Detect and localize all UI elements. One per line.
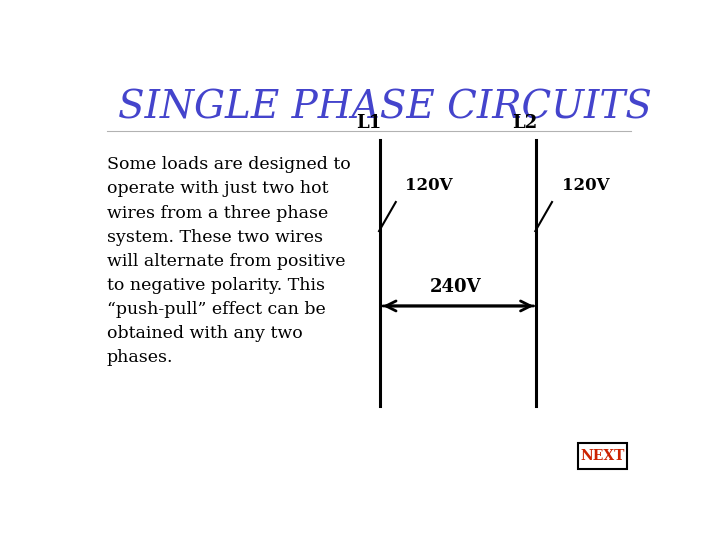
Text: L1: L1 [356, 114, 382, 132]
Text: NEXT: NEXT [580, 449, 625, 463]
Text: Some loads are designed to
operate with just two hot
wires from a three phase
sy: Some loads are designed to operate with … [107, 156, 351, 367]
Text: 120V: 120V [405, 177, 453, 194]
Text: 120V: 120V [562, 177, 609, 194]
Text: L2: L2 [513, 114, 538, 132]
FancyBboxPatch shape [578, 443, 627, 469]
Text: SINGLE PHASE CIRCUITS: SINGLE PHASE CIRCUITS [118, 90, 652, 127]
Text: 240V: 240V [430, 278, 481, 295]
